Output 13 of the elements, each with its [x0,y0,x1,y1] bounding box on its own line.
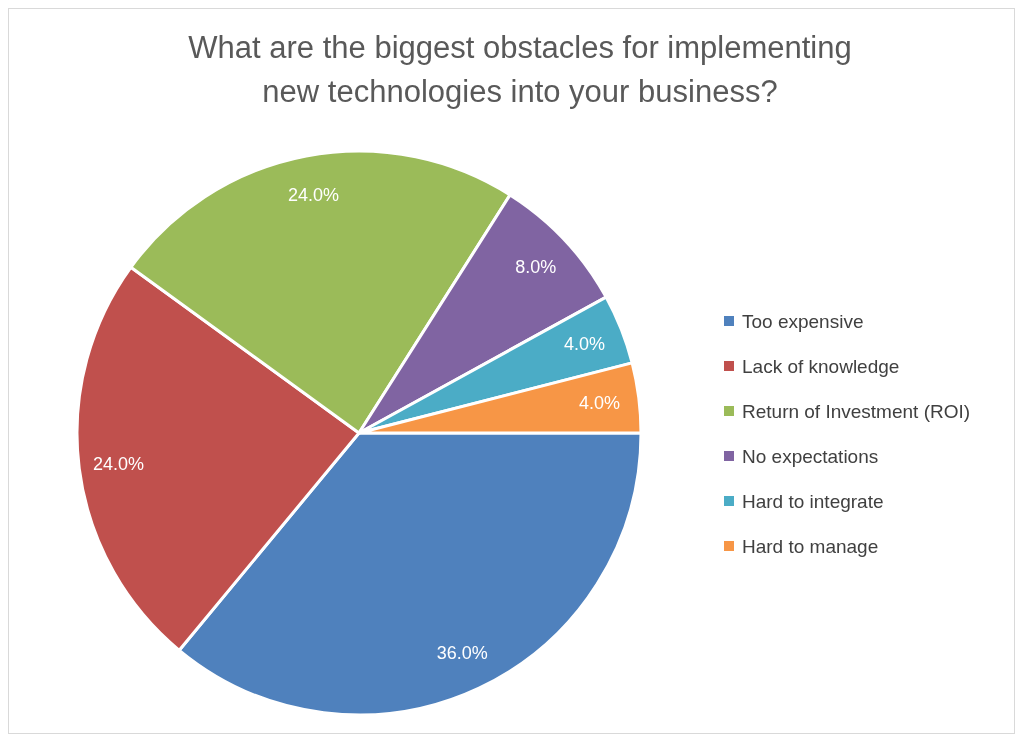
data-label: 36.0% [436,642,488,663]
data-label: 24.0% [92,453,144,474]
legend-label: Lack of knowledge [742,355,900,377]
legend-label: No expectations [742,445,879,467]
legend-label: Too expensive [742,310,864,332]
data-label: 4.0% [579,392,621,413]
data-label: 8.0% [515,257,557,278]
data-label: 4.0% [563,334,606,355]
chart-title: What are the biggest obstacles for implementing new technologies into your business? [188,30,852,109]
legend-label: Hard to integrate [742,490,884,512]
data-label: 24.0% [288,185,340,206]
legend-label: Return of Investment (ROI) [742,400,971,422]
legend-label: Hard to manage [742,535,879,557]
